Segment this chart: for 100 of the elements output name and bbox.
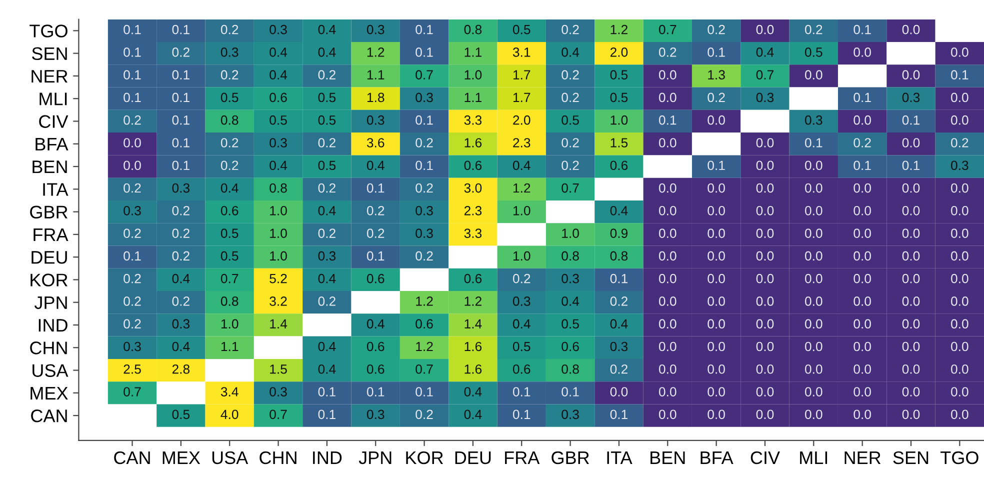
data-label: 0.2 [708,92,725,102]
data-label: 0.0 [854,228,871,238]
data-label: 0.0 [902,251,920,261]
x-tick-label: DEU [455,452,491,464]
data-label: 0.6 [366,342,384,352]
data-label: 0.2 [318,296,336,306]
x-tick-label: NER [844,452,881,464]
y-tick-label: FRA [34,228,68,241]
data-label: 0.0 [854,48,871,57]
x-tick-label: CIV [750,451,780,464]
data-label: 0.4 [318,364,336,374]
data-label: 0.0 [902,183,920,193]
data-label: 0.2 [610,296,628,306]
data-label: 2.0 [513,115,530,125]
data-label: 0.1 [902,115,920,125]
data-label: 0.4 [270,48,288,57]
data-label: 0.2 [416,183,433,193]
y-tick-label: KOR [30,274,68,286]
x-tick-label: CHN [260,451,296,464]
data-label: 0.1 [416,24,433,34]
data-label: 0.2 [854,138,871,148]
x-tick-label: USA [212,451,248,464]
data-label: 0.4 [172,342,190,352]
data-label: 0.3 [270,387,287,396]
data-label: 0.4 [512,319,530,329]
data-label: 0.1 [658,115,676,125]
data-label: 1.2 [367,48,384,57]
data-label: 0.7 [562,183,579,193]
data-label: 0.4 [318,24,336,34]
data-label: 0.2 [172,251,190,261]
data-label: 0.6 [610,160,628,170]
data-label: 0.0 [804,183,822,193]
data-label: 0.2 [220,24,238,34]
data-label: 0.8 [220,115,238,125]
data-label: 0.0 [804,206,822,216]
data-label: 0.6 [220,206,238,216]
data-label: 1.0 [610,115,628,125]
data-label: 1.4 [270,319,288,328]
data-label: 0.0 [951,387,968,396]
data-label: 0.1 [172,92,190,102]
data-label: 0.8 [270,183,287,193]
data-label: 0.5 [610,92,628,102]
data-label: 0.5 [220,228,238,238]
data-label: 0.0 [902,387,920,396]
data-label: 0.0 [658,274,676,284]
x-tick-label: CAN [114,451,150,464]
data-label: 1.0 [270,206,287,216]
data-label: 2.3 [464,206,482,216]
data-label: 0.0 [804,160,822,170]
data-label: 0.0 [756,24,774,34]
data-label: 0.4 [756,48,774,57]
data-label: 0.0 [951,364,968,374]
y-tick-label: ITA [43,183,68,196]
data-label: 0.1 [902,160,920,170]
data-label: 0.1 [416,160,433,170]
data-label: 0.5 [562,319,579,329]
data-label: 0.3 [416,228,433,238]
data-label: 0.0 [658,92,676,102]
data-label: 0.0 [854,296,871,306]
data-label: 0.6 [464,274,482,284]
data-label: 0.5 [220,251,238,261]
data-label: 0.0 [804,296,822,306]
y-tick-label: IND [38,319,68,332]
data-label: 0.1 [804,138,822,148]
x-tick-label: BEN [650,452,685,464]
data-label: 0.2 [124,183,141,193]
data-label: 1.1 [464,92,482,102]
y-tick-label: BFA [36,138,68,150]
data-label: 0.7 [658,24,676,34]
data-label: 1.2 [416,296,433,306]
data-label: 1.0 [270,251,287,261]
data-label: 0.0 [658,70,676,80]
data-label: 0.0 [756,342,774,352]
data-label: 0.0 [756,410,774,420]
x-tick-label: GBR [552,451,590,464]
data-label: 0.6 [416,319,433,329]
data-label: 0.4 [512,160,530,170]
data-label: 0.2 [318,228,336,238]
data-label: 1.2 [464,296,482,306]
data-label: 0.0 [902,70,920,80]
data-label: 0.0 [854,251,871,261]
data-label: 3.1 [512,48,530,57]
data-label: 0.0 [658,183,676,193]
y-tick-label: MLI [40,92,67,106]
data-label: 0.0 [854,206,871,216]
data-label: 0.0 [756,183,774,193]
data-label: 0.3 [804,115,822,125]
data-label: 0.8 [562,251,579,261]
data-label: 0.3 [366,24,384,34]
data-label: 0.0 [854,183,871,193]
data-label: 0.1 [172,24,190,34]
data-label: 0.3 [512,296,530,306]
data-label: 0.5 [610,70,628,80]
data-label: 0.0 [756,251,774,261]
data-label: 1.8 [367,92,384,102]
data-label: 0.1 [416,115,433,125]
data-label: 0.0 [804,274,822,284]
data-label: 2.3 [513,138,530,148]
data-label: 0.0 [756,387,774,396]
data-label: 0.0 [756,228,774,238]
